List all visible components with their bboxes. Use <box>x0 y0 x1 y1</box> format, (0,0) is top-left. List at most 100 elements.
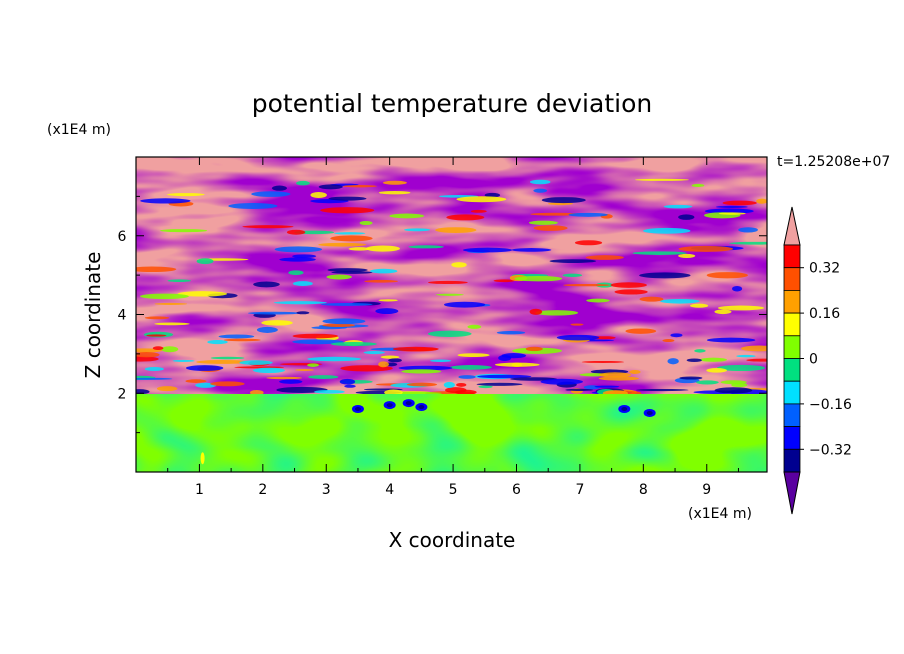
streak <box>185 365 224 371</box>
mixing-streaks <box>136 178 767 394</box>
streak <box>570 323 584 326</box>
eddy-core <box>621 407 628 411</box>
streak <box>530 212 581 216</box>
streak <box>462 247 513 253</box>
streak <box>339 378 356 385</box>
streak <box>533 188 548 193</box>
streak <box>456 382 467 387</box>
streak <box>458 375 476 379</box>
streak <box>334 232 366 235</box>
colorbar-swatch <box>783 380 801 405</box>
streak <box>348 247 371 251</box>
streak <box>161 346 179 353</box>
streak <box>691 183 705 188</box>
streak <box>310 191 327 198</box>
streak <box>140 198 191 204</box>
streak <box>154 302 188 305</box>
streak <box>136 352 160 358</box>
streak <box>327 268 368 272</box>
streak <box>678 245 734 252</box>
streak <box>408 245 444 249</box>
streak <box>511 248 552 252</box>
lower-eddies <box>200 399 656 465</box>
streak <box>218 334 255 339</box>
streak <box>457 353 490 358</box>
streak <box>172 359 195 362</box>
streak <box>602 390 629 394</box>
streak <box>185 379 207 383</box>
colorbar-tick-label: −0.16 <box>809 397 852 413</box>
streak <box>699 357 728 362</box>
streak <box>610 282 647 288</box>
streak <box>625 328 657 334</box>
streak <box>271 185 287 191</box>
streak <box>382 180 407 185</box>
streak <box>261 320 293 326</box>
colorbar-extend-top <box>783 206 801 246</box>
streak <box>496 330 526 335</box>
streak <box>736 354 756 358</box>
lower-layer-cyan <box>136 394 767 472</box>
streak <box>717 305 765 311</box>
streak <box>456 196 507 203</box>
streak <box>594 385 620 388</box>
streak <box>318 242 367 247</box>
streak <box>344 384 356 388</box>
y-axis: 2 4 6 <box>118 195 767 434</box>
streak <box>292 254 317 259</box>
streak <box>663 204 693 209</box>
colorbar-swatch <box>783 267 801 291</box>
streak <box>430 359 452 363</box>
x-tick-label: 6 <box>512 482 521 498</box>
streak <box>549 259 597 263</box>
streak <box>678 214 695 220</box>
streak <box>556 334 600 341</box>
streak <box>443 301 486 308</box>
streak <box>449 365 492 370</box>
streak <box>365 245 401 252</box>
streak <box>451 262 467 268</box>
streak <box>514 275 563 282</box>
streak <box>384 389 403 394</box>
streak <box>696 380 719 385</box>
streak <box>562 273 583 277</box>
streak <box>279 379 303 384</box>
streak <box>643 227 691 234</box>
streak <box>529 308 543 315</box>
streak <box>378 190 411 195</box>
streak <box>256 326 278 333</box>
streak <box>478 385 493 389</box>
streak <box>340 365 393 372</box>
streak <box>540 378 583 385</box>
colorbar-tick-label: 0.16 <box>809 306 840 322</box>
streak <box>314 389 345 394</box>
streak <box>585 255 624 260</box>
streak <box>375 308 399 315</box>
x-axis-label: X coordinate <box>389 528 516 552</box>
colorbar-swatch <box>783 289 801 314</box>
streak <box>741 345 767 352</box>
streak <box>369 268 398 274</box>
streak <box>251 191 291 197</box>
streak <box>322 323 356 327</box>
streak <box>136 266 177 273</box>
heatmap-field <box>136 157 767 472</box>
streak <box>253 281 280 288</box>
streak <box>378 361 389 368</box>
eddy-core <box>646 410 653 415</box>
streak <box>722 200 757 206</box>
streak <box>159 229 208 233</box>
streak <box>296 311 310 315</box>
chart-title: potential temperature deviation <box>252 89 652 118</box>
streak <box>694 349 706 353</box>
streak <box>690 303 709 308</box>
streak <box>614 289 648 295</box>
streak <box>498 355 512 362</box>
colorbar-swatch <box>783 448 801 473</box>
streak <box>307 363 320 367</box>
streak <box>320 207 375 214</box>
streak <box>223 338 261 342</box>
streak <box>286 229 306 235</box>
streak <box>714 309 732 315</box>
streak <box>446 214 485 221</box>
